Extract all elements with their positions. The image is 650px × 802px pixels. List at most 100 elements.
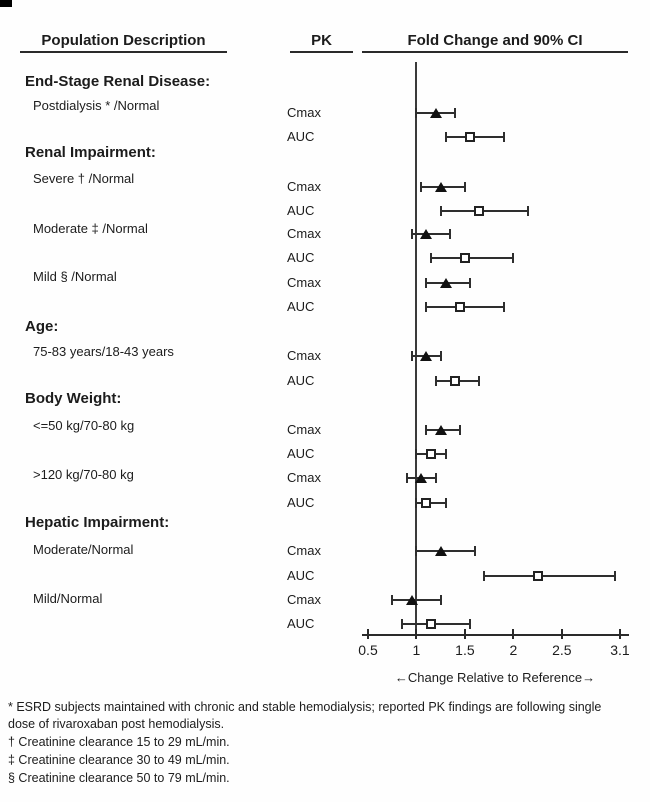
footnote-esrd: * ESRD subjects maintained with chronic … — [8, 700, 602, 731]
ci-cap-high — [463, 182, 466, 192]
pk-label: AUC — [287, 373, 315, 388]
ci-cap-low — [425, 302, 428, 312]
reference-line — [415, 62, 418, 634]
x-tick-label: 2.5 — [552, 642, 572, 658]
x-axis — [362, 634, 629, 636]
auc-marker-square-icon — [532, 571, 543, 581]
ci-cap-low — [429, 253, 432, 263]
pk-label: Cmax — [287, 179, 321, 194]
column-header-pk: PK — [311, 32, 332, 49]
column-header-population: Population Description — [41, 32, 206, 49]
ci-bar — [430, 257, 514, 259]
ci-cap-high — [478, 376, 481, 386]
scan-corner-artifact — [0, 0, 12, 7]
header-rule-pk — [290, 51, 353, 53]
cmax-marker-triangle-icon — [420, 229, 433, 239]
ci-cap-low — [410, 229, 413, 239]
ci-cap-high — [454, 108, 457, 118]
cmax-marker-triangle-icon — [439, 278, 452, 288]
ci-cap-high — [439, 351, 442, 361]
pk-label: Cmax — [287, 592, 321, 607]
cmax-marker-triangle-icon — [434, 182, 447, 192]
ci-cap-high — [434, 473, 437, 483]
ci-cap-high — [526, 206, 529, 216]
ci-cap-low — [415, 498, 418, 508]
auc-marker-square-icon — [450, 376, 461, 386]
auc-marker-square-icon — [474, 206, 485, 216]
ci-cap-low — [483, 571, 486, 581]
pk-label: AUC — [287, 495, 315, 510]
auc-marker-square-icon — [425, 619, 436, 629]
ci-cap-low — [400, 619, 403, 629]
footnotes: * ESRD subjects maintained with chronic … — [8, 699, 608, 788]
ci-cap-high — [444, 449, 447, 459]
pk-label: AUC — [287, 299, 315, 314]
x-tick-label: 3.1 — [610, 642, 630, 658]
cmax-marker-triangle-icon — [420, 351, 433, 361]
ci-cap-high — [468, 278, 471, 288]
ci-cap-low — [415, 449, 418, 459]
footnote-mild: § Creatinine clearance 50 to 79 mL/min. — [8, 771, 230, 785]
auc-marker-square-icon — [455, 302, 466, 312]
section-heading: Body Weight: — [25, 390, 122, 407]
auc-marker-square-icon — [421, 498, 432, 508]
ci-cap-low — [415, 108, 418, 118]
x-tick — [415, 629, 418, 639]
x-tick — [367, 629, 369, 639]
ci-cap-low — [405, 473, 408, 483]
pk-label: Cmax — [287, 543, 321, 558]
section-heading: End-Stage Renal Disease: — [25, 73, 211, 90]
header-rule-fold-change — [362, 51, 628, 53]
ci-cap-high — [468, 619, 471, 629]
cmax-marker-triangle-icon — [415, 473, 428, 483]
pk-label: Cmax — [287, 105, 321, 120]
pk-label: AUC — [287, 129, 315, 144]
ci-cap-low — [415, 546, 418, 556]
ci-cap-low — [425, 278, 428, 288]
ci-cap-high — [459, 425, 462, 435]
x-tick — [512, 629, 515, 639]
ci-cap-high — [502, 302, 505, 312]
x-axis-caption: ←Change Relative to Reference→ — [394, 670, 596, 685]
ci-cap-low — [439, 206, 442, 216]
population-label: Mild § /Normal — [33, 269, 117, 284]
population-label: Severe † /Normal — [33, 171, 135, 186]
pk-label: AUC — [287, 616, 315, 631]
ci-cap-low — [425, 425, 428, 435]
x-tick-label: 1 — [412, 642, 421, 658]
pk-label: Cmax — [287, 348, 321, 363]
column-header-fold-change: Fold Change and 90% CI — [407, 32, 583, 49]
ci-cap-low — [391, 595, 394, 605]
auc-marker-square-icon — [459, 253, 470, 263]
ci-cap-high — [512, 253, 515, 263]
auc-marker-square-icon — [425, 449, 436, 459]
footnote-severe: † Creatinine clearance 15 to 29 mL/min. — [8, 735, 230, 749]
footnote-moderate: ‡ Creatinine clearance 30 to 49 mL/min. — [8, 753, 230, 767]
ci-cap-low — [420, 182, 423, 192]
ci-cap-high — [444, 498, 447, 508]
ci-cap-high — [473, 546, 476, 556]
population-label: Postdialysis * /Normal — [33, 98, 160, 113]
ci-cap-low — [444, 132, 447, 142]
cmax-marker-triangle-icon — [429, 108, 442, 118]
x-tick-label: 2 — [509, 642, 518, 658]
x-tick — [618, 629, 621, 639]
ci-cap-high — [614, 571, 617, 581]
population-label: Moderate ‡ /Normal — [33, 221, 148, 236]
x-tick — [560, 629, 563, 639]
cmax-marker-triangle-icon — [434, 546, 447, 556]
ci-cap-high — [502, 132, 505, 142]
x-tick-label: 1.5 — [455, 642, 475, 658]
pk-label: AUC — [287, 203, 315, 218]
pk-label: AUC — [287, 250, 315, 265]
section-heading: Hepatic Impairment: — [25, 514, 170, 531]
auc-marker-square-icon — [464, 132, 475, 142]
x-tick-label: 0.5 — [358, 642, 378, 658]
ci-bar — [484, 575, 616, 577]
pk-label: Cmax — [287, 275, 321, 290]
pk-label: Cmax — [287, 470, 321, 485]
x-tick — [463, 629, 466, 639]
cmax-marker-triangle-icon — [434, 425, 447, 435]
pk-label: Cmax — [287, 422, 321, 437]
